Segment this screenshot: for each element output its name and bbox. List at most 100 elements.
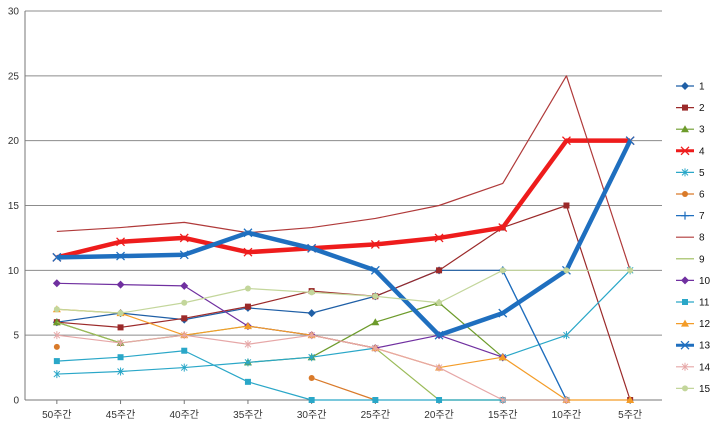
legend-marker (682, 299, 688, 305)
data-point (243, 247, 253, 257)
data-point (563, 267, 570, 274)
data-point (435, 363, 443, 372)
data-point (627, 267, 634, 274)
series-line (56, 138, 631, 260)
data-point (371, 344, 379, 353)
data-point (244, 378, 251, 385)
legend-label: 3 (699, 125, 705, 136)
legend-marker (680, 340, 690, 350)
data-point (308, 289, 315, 296)
data-point (53, 370, 61, 379)
legend-item-5: 5 (676, 168, 705, 179)
data-point (498, 223, 508, 233)
x-tick-label: 45주간 (106, 409, 136, 421)
legend-item-7: 7 (676, 211, 705, 222)
data-point (181, 315, 188, 322)
data-point (434, 330, 444, 340)
legend-item-12: 12 (676, 319, 711, 330)
data-point (53, 306, 60, 313)
x-tick-label: 10주간 (552, 409, 582, 421)
legend-item-4: 4 (676, 146, 705, 157)
legend-marker (681, 125, 689, 133)
series-15 (53, 267, 634, 317)
data-point (52, 279, 61, 288)
data-point (243, 228, 253, 238)
legend-marker (681, 319, 689, 327)
data-point (561, 136, 571, 146)
data-point (436, 299, 443, 306)
y-axis: 0 5 10 15 20 25 30 (8, 7, 26, 407)
data-point (370, 265, 380, 275)
data-point (53, 358, 60, 365)
legend-marker (681, 276, 689, 285)
legend-item-1: 1 (676, 82, 705, 93)
data-point (117, 310, 124, 317)
y-tick-label: 0 (13, 396, 19, 407)
data-point (116, 280, 125, 289)
series-line (56, 139, 633, 338)
data-point (181, 299, 188, 306)
y-tick-label: 10 (8, 266, 20, 277)
y-tick-label: 15 (8, 201, 20, 212)
data-point (117, 354, 124, 361)
data-point (307, 243, 317, 253)
series-line (56, 269, 631, 314)
data-point (498, 308, 508, 318)
legend-label: 6 (699, 190, 705, 201)
legend-marker (682, 385, 688, 392)
legend-label: 4 (699, 146, 705, 157)
data-point (243, 322, 252, 330)
legend-marker (680, 146, 690, 156)
series-13 (52, 136, 635, 340)
legend-item-10: 10 (676, 276, 711, 287)
series-line (56, 347, 376, 375)
data-point (499, 267, 506, 274)
legend-item-14: 14 (676, 362, 711, 373)
legend-item-11: 11 (676, 298, 710, 309)
data-point (117, 367, 124, 376)
data-point (308, 331, 316, 340)
data-point (370, 239, 380, 249)
x-tick-label: 40주간 (169, 409, 199, 421)
data-point (499, 396, 507, 404)
data-point (244, 358, 252, 367)
data-point (563, 396, 570, 404)
data-point (244, 340, 252, 349)
series-line (56, 204, 631, 401)
data-point (308, 397, 315, 403)
data-point (52, 252, 62, 262)
data-point (181, 347, 188, 354)
y-tick-label: 20 (8, 136, 20, 147)
legend-label: 15 (699, 384, 711, 395)
data-point (371, 318, 380, 326)
legend-item-8: 8 (676, 233, 705, 244)
data-point (116, 237, 126, 247)
data-point (180, 331, 188, 340)
data-point (626, 396, 635, 403)
series-line (502, 270, 567, 401)
series-group (52, 75, 635, 404)
data-point (117, 338, 124, 347)
data-point (244, 285, 251, 292)
data-point (308, 353, 316, 362)
data-point (307, 309, 316, 318)
x-tick-label: 5주간 (618, 409, 642, 421)
data-point (308, 374, 315, 381)
data-point (180, 281, 189, 290)
legend-label: 2 (699, 103, 705, 114)
x-tick-label: 35주간 (233, 409, 263, 421)
legend-item-2: 2 (676, 103, 705, 114)
x-tick-label: 15주간 (488, 409, 518, 421)
legend-label: 14 (699, 362, 711, 373)
data-point (436, 397, 443, 403)
y-tick-label: 30 (8, 7, 20, 18)
series-8 (56, 75, 631, 271)
legend-label: 12 (699, 319, 711, 330)
legend-item-6: 6 (676, 190, 705, 201)
series-4 (52, 136, 635, 262)
y-tick-label: 25 (8, 71, 20, 82)
data-point (625, 136, 635, 146)
legend-item-9: 9 (676, 254, 705, 265)
